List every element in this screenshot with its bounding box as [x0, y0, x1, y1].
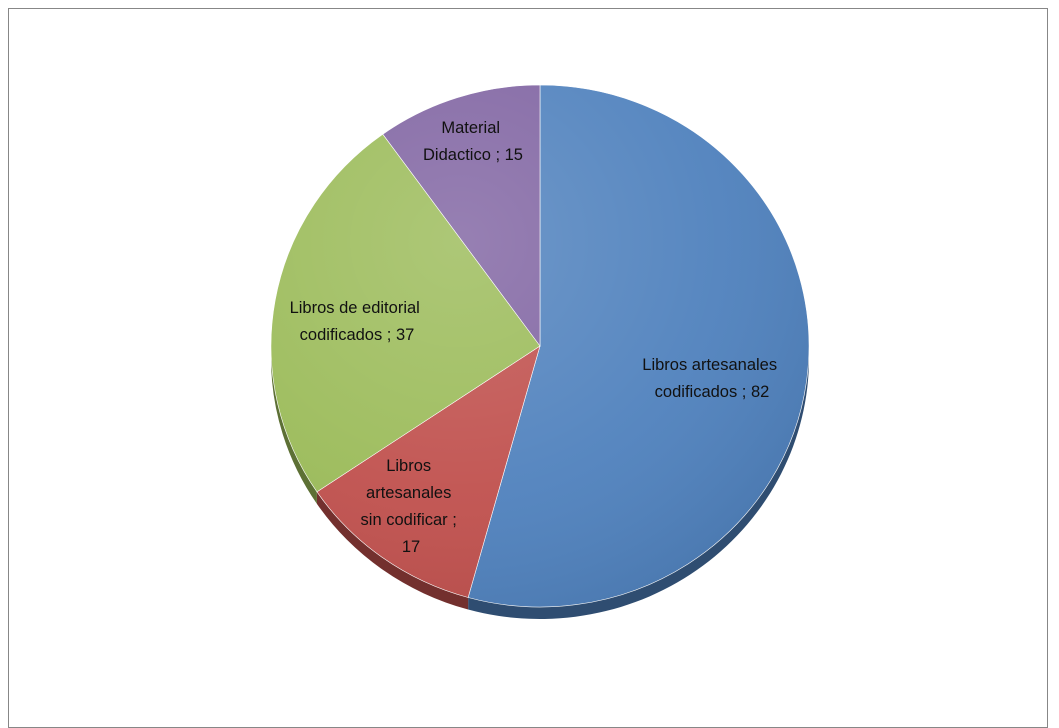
pie-labels: Libros artesanales codificados ; 82 Libr… [290, 119, 781, 556]
pie-slices [270, 84, 810, 608]
data-label-libros-artesanales-sin-codificar: Libros artesanales sin codificar ; 17 [361, 457, 462, 556]
data-label-libros-de-editorial-codificados: Libros de editorial codificados ; 37 [290, 299, 425, 344]
pie-chart: Libros artesanales codificados ; 82 Libr… [270, 84, 810, 619]
data-label-libros-artesanales-codificados: Libros artesanales codificados ; 82 [642, 356, 781, 401]
data-label-material-didactico: Material Didactico ; 15 [423, 119, 523, 164]
